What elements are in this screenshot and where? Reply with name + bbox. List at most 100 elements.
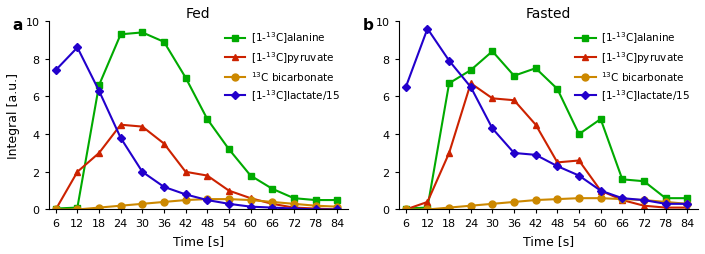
¹³C bicarbonate (246, 199, 255, 202)
Line: [1-¹³C]alanine: [1-¹³C]alanine (52, 30, 341, 212)
[1-¹³C]pyruvate (618, 199, 627, 202)
X-axis label: Time [s]: Time [s] (173, 234, 223, 247)
[1-¹³C]pyruvate (203, 174, 212, 177)
¹³C bicarbonate (532, 199, 540, 202)
¹³C bicarbonate (553, 198, 562, 201)
Text: a: a (13, 18, 23, 33)
¹³C bicarbonate (618, 198, 627, 201)
Line: ¹³C bicarbonate: ¹³C bicarbonate (52, 196, 341, 213)
[1-¹³C]pyruvate (683, 206, 692, 209)
¹³C bicarbonate (73, 208, 82, 211)
[1-¹³C]lactate/15 (203, 199, 212, 202)
Line: ¹³C bicarbonate: ¹³C bicarbonate (403, 195, 691, 213)
¹³C bicarbonate (510, 201, 518, 204)
¹³C bicarbonate (203, 198, 212, 201)
[1-¹³C]lactate/15 (160, 186, 168, 189)
[1-¹³C]lactate/15 (510, 152, 518, 155)
[1-¹³C]pyruvate (661, 206, 670, 209)
Line: [1-¹³C]pyruvate: [1-¹³C]pyruvate (403, 81, 691, 213)
[1-¹³C]pyruvate (51, 208, 60, 211)
[1-¹³C]alanine (618, 178, 627, 181)
[1-¹³C]alanine (246, 174, 255, 177)
[1-¹³C]pyruvate (138, 125, 147, 129)
¹³C bicarbonate (488, 202, 496, 205)
[1-¹³C]alanine (160, 41, 168, 44)
[1-¹³C]lactate/15 (402, 86, 410, 89)
[1-¹³C]pyruvate (246, 197, 255, 200)
[1-¹³C]alanine (225, 148, 233, 151)
¹³C bicarbonate (661, 201, 670, 204)
[1-¹³C]alanine (423, 206, 431, 209)
¹³C bicarbonate (683, 202, 692, 205)
[1-¹³C]alanine (532, 67, 540, 70)
Line: [1-¹³C]alanine: [1-¹³C]alanine (403, 49, 691, 212)
[1-¹³C]pyruvate (510, 99, 518, 102)
[1-¹³C]lactate/15 (423, 28, 431, 31)
[1-¹³C]pyruvate (268, 202, 276, 205)
[1-¹³C]alanine (596, 118, 605, 121)
[1-¹³C]pyruvate (290, 206, 298, 209)
¹³C bicarbonate (181, 199, 190, 202)
[1-¹³C]alanine (138, 32, 147, 35)
[1-¹³C]pyruvate (94, 152, 103, 155)
¹³C bicarbonate (268, 201, 276, 204)
[1-¹³C]lactate/15 (51, 69, 60, 72)
[1-¹³C]pyruvate (596, 189, 605, 193)
[1-¹³C]lactate/15 (553, 165, 562, 168)
Line: [1-¹³C]pyruvate: [1-¹³C]pyruvate (52, 122, 341, 213)
[1-¹³C]lactate/15 (575, 174, 583, 177)
[1-¹³C]pyruvate (312, 207, 320, 210)
[1-¹³C]pyruvate (160, 142, 168, 146)
[1-¹³C]alanine (467, 69, 475, 72)
[1-¹³C]lactate/15 (246, 205, 255, 208)
Y-axis label: Integral [a.u.]: Integral [a.u.] (7, 73, 20, 159)
¹³C bicarbonate (445, 206, 453, 209)
¹³C bicarbonate (402, 208, 410, 211)
[1-¹³C]alanine (116, 34, 125, 37)
¹³C bicarbonate (423, 208, 431, 211)
[1-¹³C]alanine (683, 197, 692, 200)
[1-¹³C]pyruvate (333, 208, 341, 211)
[1-¹³C]alanine (94, 84, 103, 87)
[1-¹³C]pyruvate (423, 201, 431, 204)
[1-¹³C]pyruvate (639, 204, 648, 208)
[1-¹³C]alanine (553, 88, 562, 91)
[1-¹³C]lactate/15 (488, 128, 496, 131)
[1-¹³C]lactate/15 (116, 137, 125, 140)
¹³C bicarbonate (575, 197, 583, 200)
¹³C bicarbonate (160, 201, 168, 204)
[1-¹³C]pyruvate (402, 208, 410, 211)
[1-¹³C]pyruvate (445, 152, 453, 155)
Line: [1-¹³C]lactate/15: [1-¹³C]lactate/15 (53, 45, 340, 212)
¹³C bicarbonate (312, 204, 320, 208)
[1-¹³C]alanine (73, 206, 82, 209)
[1-¹³C]alanine (575, 133, 583, 136)
¹³C bicarbonate (94, 206, 103, 209)
[1-¹³C]lactate/15 (445, 60, 453, 63)
Title: Fed: Fed (186, 7, 211, 21)
[1-¹³C]lactate/15 (138, 171, 147, 174)
[1-¹³C]lactate/15 (618, 197, 627, 200)
[1-¹³C]alanine (639, 180, 648, 183)
[1-¹³C]pyruvate (575, 159, 583, 162)
X-axis label: Time [s]: Time [s] (523, 234, 574, 247)
[1-¹³C]alanine (268, 187, 276, 190)
[1-¹³C]alanine (181, 77, 190, 80)
[1-¹³C]pyruvate (488, 98, 496, 101)
Legend: [1-$^{13}$C]alanine, [1-$^{13}$C]pyruvate, $^{13}$C bicarbonate, [1-$^{13}$C]lac: [1-$^{13}$C]alanine, [1-$^{13}$C]pyruvat… (221, 27, 343, 106)
[1-¹³C]lactate/15 (225, 202, 233, 205)
[1-¹³C]lactate/15 (532, 154, 540, 157)
[1-¹³C]alanine (445, 82, 453, 85)
[1-¹³C]lactate/15 (661, 202, 670, 205)
[1-¹³C]pyruvate (73, 171, 82, 174)
[1-¹³C]lactate/15 (683, 202, 692, 205)
¹³C bicarbonate (467, 204, 475, 208)
¹³C bicarbonate (138, 202, 147, 205)
¹³C bicarbonate (116, 204, 125, 208)
Line: [1-¹³C]lactate/15: [1-¹³C]lactate/15 (403, 27, 690, 207)
¹³C bicarbonate (290, 202, 298, 205)
[1-¹³C]pyruvate (553, 161, 562, 164)
[1-¹³C]alanine (661, 197, 670, 200)
[1-¹³C]alanine (402, 207, 410, 210)
[1-¹³C]alanine (290, 197, 298, 200)
